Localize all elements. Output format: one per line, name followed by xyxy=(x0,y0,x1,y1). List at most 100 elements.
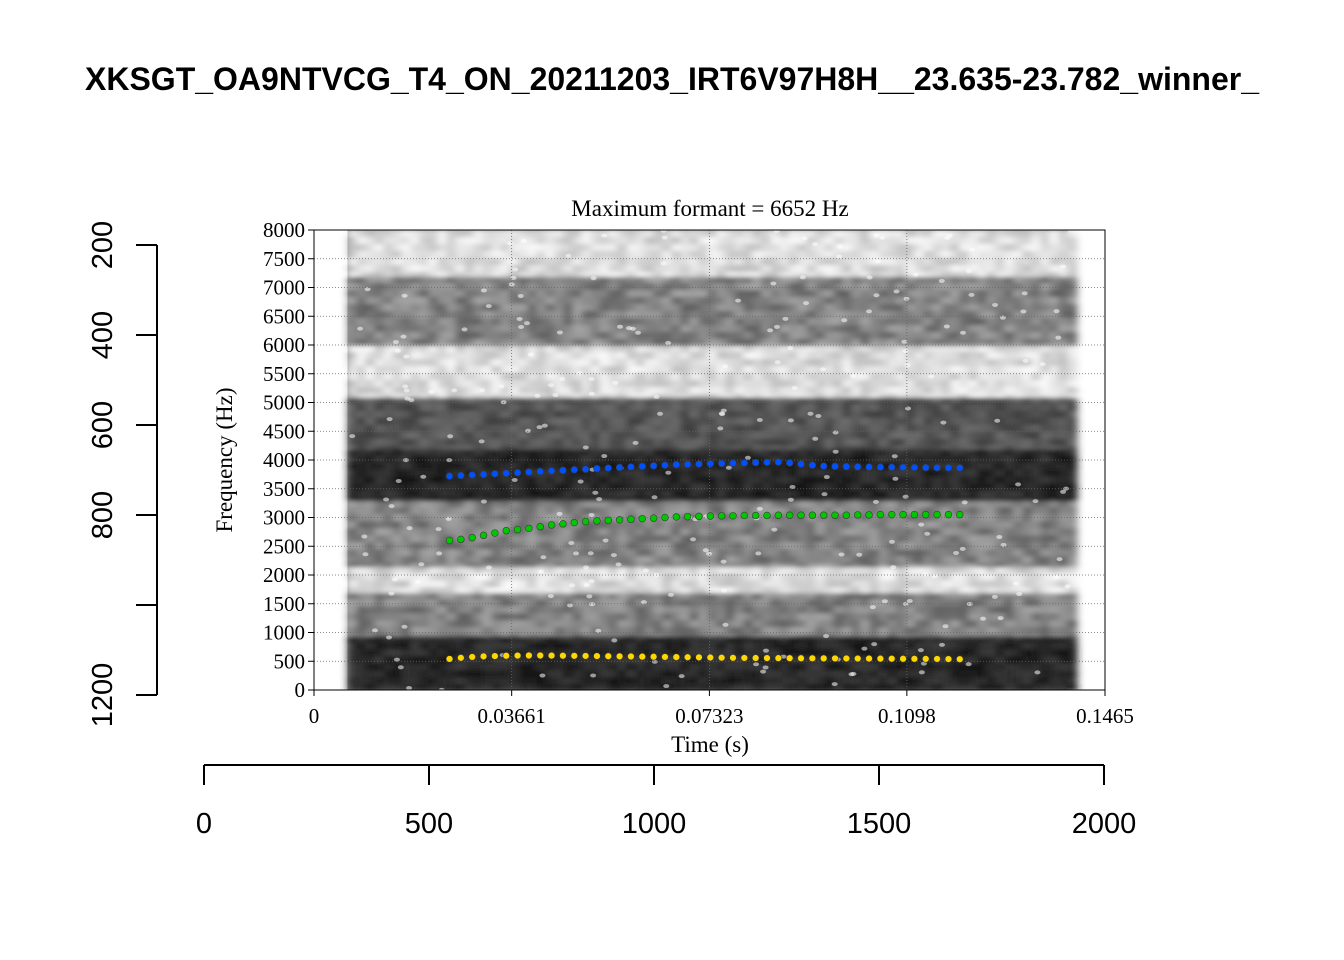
spectrogram-cell xyxy=(482,521,493,530)
spectrogram-cell xyxy=(698,373,709,381)
spectrogram-cell xyxy=(527,521,538,530)
spectrogram-cell xyxy=(995,634,1006,637)
spectrogram-cell xyxy=(986,599,997,608)
spectrogram-cell xyxy=(1049,431,1060,440)
spectrogram-cell xyxy=(932,483,943,492)
spectrogram-cell xyxy=(536,325,547,333)
spectrogram-cell xyxy=(887,417,898,426)
spectrogram-cell xyxy=(644,663,655,672)
spectrogram-cell xyxy=(761,483,772,492)
spectrogram-cell xyxy=(1004,297,1015,305)
spectrogram-cell xyxy=(392,535,403,544)
spectrogram-cell xyxy=(680,563,691,568)
spectrogram-cell xyxy=(716,606,727,615)
spectrogram-cell xyxy=(374,556,385,565)
spectrogram-cell xyxy=(428,304,439,312)
spectrogram-cell xyxy=(509,332,520,340)
spectrogram-cell xyxy=(680,318,691,326)
spectrogram-cell xyxy=(500,521,511,530)
spectrogram-cell xyxy=(1022,563,1033,568)
spectrogram-cell xyxy=(635,318,646,326)
spectrogram-cell xyxy=(986,535,997,544)
spectrogram-cell xyxy=(932,592,943,601)
spectrogram-cell xyxy=(824,566,835,575)
spectrogram-cell xyxy=(590,549,601,558)
spectrogram-cell xyxy=(977,684,988,690)
spectrogram-cell xyxy=(608,352,619,360)
spectrogram-cell xyxy=(815,635,826,644)
spectrogram-cell xyxy=(833,587,844,594)
spectrogram-cell xyxy=(779,297,790,305)
spectrogram-cell xyxy=(887,528,898,537)
spectrogram-cell xyxy=(518,359,529,367)
spectrogram-cell xyxy=(878,670,889,679)
spectrogram-cell xyxy=(662,670,673,679)
spectrogram-cell xyxy=(347,620,358,629)
spectrogram-cell xyxy=(887,549,898,558)
spectrogram-cell xyxy=(905,677,916,686)
spectrogram-cell xyxy=(932,500,943,509)
spectrogram-cell xyxy=(698,325,709,333)
spectrogram-cell xyxy=(896,606,907,615)
spectrogram-cell xyxy=(842,507,853,516)
spectrogram-cell xyxy=(608,290,619,298)
spectrogram-cell xyxy=(806,424,817,433)
spectrogram-cell xyxy=(797,587,808,594)
spectrogram-cell xyxy=(491,276,502,284)
spectrogram-cell xyxy=(536,297,547,305)
spectrogram-cell xyxy=(644,649,655,658)
spectrogram-cell xyxy=(356,290,367,298)
spectrogram-cell xyxy=(383,514,394,523)
spectrogram-cell xyxy=(986,656,997,665)
spectrogram-cell xyxy=(347,462,358,471)
spectrogram-cell xyxy=(788,438,799,447)
spectrogram-cell xyxy=(680,500,691,509)
spectrogram-cell xyxy=(833,366,844,374)
spectrogram-cell xyxy=(995,304,1006,312)
spectrogram-cell xyxy=(644,304,655,312)
spectrogram-cell xyxy=(437,332,448,340)
spectrogram-cell xyxy=(815,677,826,686)
spectrogram-cell xyxy=(779,283,790,291)
spectrogram-cell xyxy=(455,283,466,291)
spectrogram-cell xyxy=(392,606,403,615)
spectrogram-cell xyxy=(716,396,727,405)
spectrogram-cell xyxy=(383,276,394,284)
spectrogram-cell xyxy=(797,497,808,502)
spectrogram-cell xyxy=(869,396,880,405)
spectrogram-cell xyxy=(446,462,457,471)
spectrogram-cell xyxy=(986,627,997,636)
spectrogram-cell xyxy=(725,297,736,305)
spectrogram-cell xyxy=(509,455,520,464)
spectrogram-cell xyxy=(1058,573,1069,582)
spectrogram-cell xyxy=(464,366,475,374)
spectrogram-cell xyxy=(410,431,421,440)
spectrogram-cell xyxy=(995,394,1006,398)
spectrogram-cell xyxy=(500,677,511,686)
spectrogram-cell xyxy=(896,469,907,478)
spectrogram-cell xyxy=(554,276,565,284)
spectrogram-cell xyxy=(509,620,520,629)
spectrogram-cell xyxy=(761,311,772,319)
spectrogram-cell xyxy=(869,606,880,615)
spectrogram-cell xyxy=(779,497,790,502)
spectrogram-cell xyxy=(392,663,403,672)
spectrogram-cell xyxy=(887,606,898,615)
spectrogram-cell xyxy=(788,352,799,360)
spectrogram-cell xyxy=(500,670,511,679)
spectrogram-cell xyxy=(383,366,394,374)
spectrogram-cell xyxy=(446,500,457,509)
spectrogram-cell xyxy=(419,592,430,601)
spectrogram-cell xyxy=(743,448,754,457)
spectrogram-cell xyxy=(545,542,556,551)
spectrogram-cell xyxy=(1049,403,1060,412)
spectrogram-cell xyxy=(878,497,889,502)
spectrogram-cell xyxy=(392,438,403,447)
spectrogram-cell xyxy=(662,396,673,405)
spectrogram-cell xyxy=(563,642,574,651)
spectrogram-cell xyxy=(923,352,934,360)
spectrogram-cell xyxy=(626,670,637,679)
spectrogram-cell xyxy=(347,424,358,433)
spectrogram-cell xyxy=(554,514,565,523)
spectrogram-cell xyxy=(455,359,466,367)
